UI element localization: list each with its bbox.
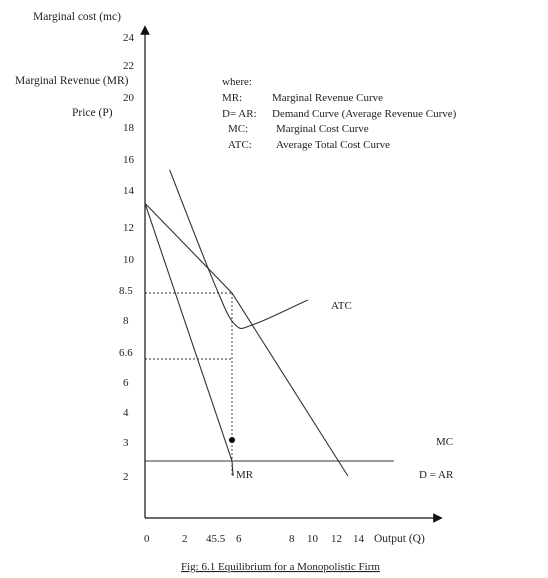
y-axis-label-mc: Marginal cost (mc) xyxy=(33,11,121,23)
y-tick-label: 20 xyxy=(123,92,135,104)
y-tick-label: 6 xyxy=(123,377,129,389)
mr-curve xyxy=(144,203,234,477)
y-tick-label: 24 xyxy=(123,32,135,44)
figure-caption: Fig: 6.1 Equilibrium for a Monopolistic … xyxy=(181,561,380,573)
atc-curve xyxy=(169,169,308,330)
y-tick-label: 6.6 xyxy=(119,347,133,359)
legend-key-atc: ATC: xyxy=(228,139,252,151)
x-tick-label: 8 xyxy=(289,533,295,545)
mr-curve-label: MR xyxy=(236,469,254,481)
legend-key-mc: MC: xyxy=(228,123,248,135)
y-tick-label: 16 xyxy=(123,154,135,166)
x-tick-label: 12 xyxy=(331,533,342,545)
y-tick-label: 8 xyxy=(123,315,129,327)
y-tick-label: 2 xyxy=(123,471,129,483)
y-tick-label: 18 xyxy=(123,122,135,134)
y-axis-label-price: Price (P) xyxy=(72,107,113,119)
y-axis-label-mr: Marginal Revenue (MR) xyxy=(15,75,129,87)
demand-curve-label: D = AR xyxy=(419,469,454,481)
y-tick-label: 10 xyxy=(123,254,135,266)
x-tick-label: 10 xyxy=(307,533,319,545)
atc-curve-label: ATC xyxy=(331,300,352,312)
y-tick-label: 3 xyxy=(123,437,129,449)
x-tick-label: 6 xyxy=(236,533,242,545)
legend-desc-atc: Average Total Cost Curve xyxy=(276,139,390,151)
y-tick-label: 14 xyxy=(123,185,135,197)
legend-desc-mc: Marginal Cost Curve xyxy=(276,123,369,135)
x-tick-label: 0 xyxy=(144,533,150,545)
y-tick-label: 22 xyxy=(123,60,134,72)
legend-key-demand: D= AR: xyxy=(222,108,257,120)
x-tick-label: 45.5 xyxy=(206,533,226,545)
equilibrium-point xyxy=(229,437,235,443)
legend-desc-demand: Demand Curve (Average Revenue Curve) xyxy=(272,108,457,120)
x-tick-label: 14 xyxy=(353,533,365,545)
y-tick-label: 4 xyxy=(123,407,129,419)
legend: where: MR: Marginal Revenue Curve D= AR:… xyxy=(222,76,457,151)
plot-area xyxy=(144,169,394,477)
y-tick-label: 8.5 xyxy=(119,285,133,297)
legend-header: where: xyxy=(222,76,252,88)
demand-curve xyxy=(144,202,349,477)
mc-curve-label: MC xyxy=(436,436,453,448)
x-tick-label: 2 xyxy=(182,533,188,545)
legend-key-mr: MR: xyxy=(222,92,242,104)
y-tick-label: 12 xyxy=(123,222,134,234)
legend-desc-mr: Marginal Revenue Curve xyxy=(272,92,383,104)
x-axis-label: Output (Q) xyxy=(374,533,425,545)
